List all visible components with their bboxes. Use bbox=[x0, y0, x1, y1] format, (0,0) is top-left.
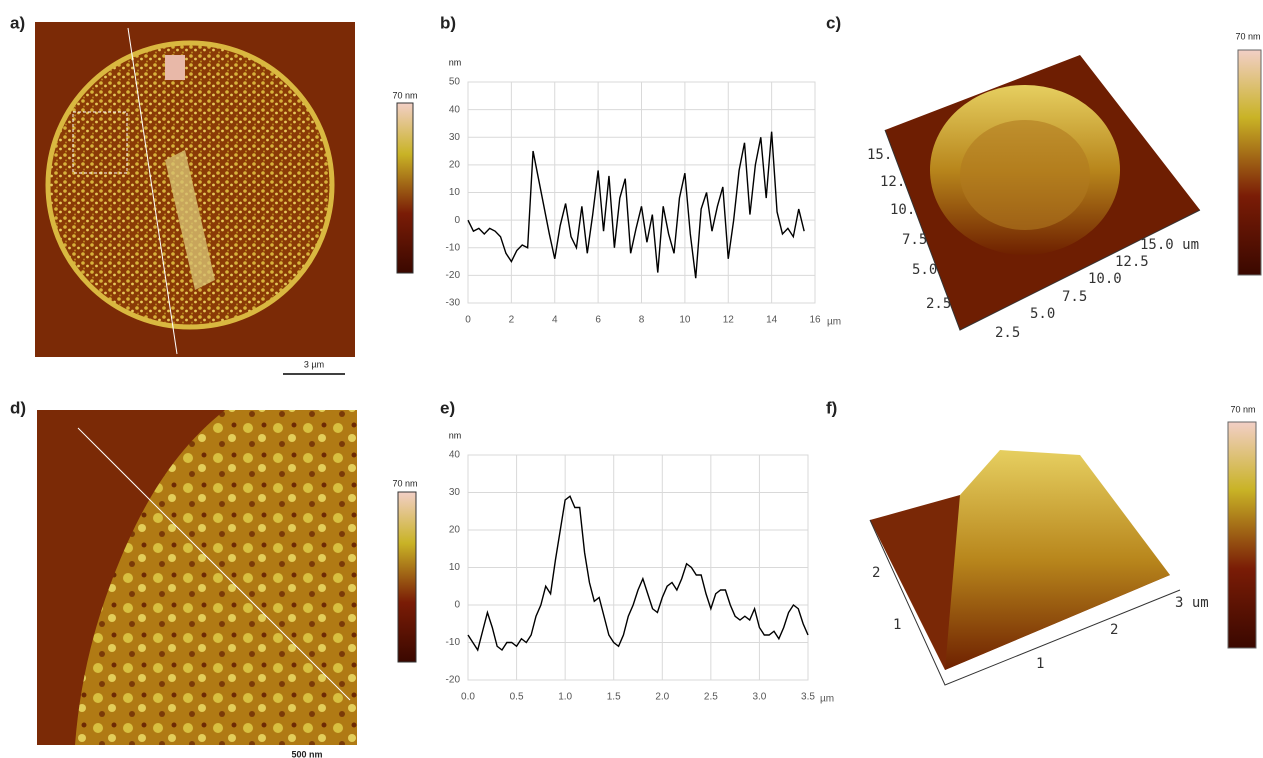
axis-3d-label: 12.5 bbox=[1115, 254, 1149, 270]
colorbar-label: 70 nm bbox=[392, 90, 417, 100]
surface-axes bbox=[884, 129, 1201, 331]
axis-3d-label: 3 um bbox=[1175, 595, 1209, 611]
axis-3d-label: 7.5 bbox=[902, 232, 927, 248]
profile-line bbox=[467, 131, 805, 279]
x-tick-label: 6 bbox=[595, 315, 601, 326]
x-tick-label: 16 bbox=[809, 315, 821, 326]
axis-3d-label: 5.0 bbox=[1030, 306, 1055, 322]
surface-inner bbox=[960, 120, 1090, 230]
x-tick-label: 0.0 bbox=[461, 692, 475, 703]
scale-bar-label: 500 nm bbox=[291, 749, 322, 758]
y-tick-label: 50 bbox=[449, 77, 461, 88]
x-tick-label: 12 bbox=[723, 315, 735, 326]
x-tick-label: 1.5 bbox=[607, 692, 621, 703]
x-tick-label: 2.5 bbox=[704, 692, 718, 703]
surface-axes bbox=[869, 519, 1181, 686]
axis-3d-label: 10.0 bbox=[1088, 271, 1122, 287]
y-tick-label: -20 bbox=[446, 675, 461, 686]
axis-3d-label: 7.5 bbox=[1062, 289, 1087, 305]
x-tick-label: 10 bbox=[679, 315, 691, 326]
axis-3d-label: 1 bbox=[1036, 656, 1044, 672]
x-tick-label: 2.0 bbox=[655, 692, 669, 703]
y-tick-label: -30 bbox=[446, 298, 461, 309]
axis-3d-label: 2.5 bbox=[995, 325, 1020, 341]
panel-label: e) bbox=[440, 398, 455, 417]
axis-3d-label: 2 bbox=[872, 565, 880, 581]
colorbar bbox=[396, 102, 414, 274]
afm-feature bbox=[165, 55, 185, 80]
plot-frame bbox=[467, 454, 809, 681]
x-tick-label: 8 bbox=[639, 315, 645, 326]
y-tick-label: 20 bbox=[449, 525, 461, 536]
y-tick-label: -10 bbox=[446, 637, 461, 648]
axis-3d-label: 2.5 bbox=[926, 296, 951, 312]
profile-line bbox=[467, 495, 809, 652]
axis-3d-label: 1 bbox=[893, 617, 901, 633]
colorbar bbox=[1237, 49, 1262, 276]
x-tick-label: 4 bbox=[552, 315, 558, 326]
x-tick-label: 3.5 bbox=[801, 692, 815, 703]
y-tick-label: 10 bbox=[449, 562, 461, 573]
y-tick-label: 30 bbox=[449, 487, 461, 498]
x-tick-label: 3.0 bbox=[752, 692, 766, 703]
panel-label: a) bbox=[10, 13, 25, 32]
axis-3d-c: 15.0 um 12.5 10.0 7.5 5.0 2.5 15. 12. 10… bbox=[867, 147, 1199, 341]
y-tick-label: 0 bbox=[454, 215, 460, 226]
plot-frame bbox=[467, 81, 816, 304]
colorbar-label: 70 nm bbox=[1235, 31, 1260, 41]
y-axis-label: nm bbox=[449, 57, 462, 67]
x-tick-label: 2 bbox=[509, 315, 515, 326]
x-axis-label: µm bbox=[820, 694, 834, 705]
y-tick-label: 30 bbox=[449, 132, 461, 143]
y-axis-label: nm bbox=[449, 430, 462, 440]
profile-line bbox=[127, 27, 178, 355]
colorbar bbox=[1227, 421, 1257, 649]
x-tick-label: 0 bbox=[465, 315, 471, 326]
y-tick-label: 0 bbox=[454, 600, 460, 611]
afm-rim bbox=[45, 40, 335, 330]
x-tick-label: 1.0 bbox=[558, 692, 572, 703]
colorbar bbox=[397, 491, 417, 663]
colorbar-label: 70 nm bbox=[392, 478, 417, 488]
panel-label: b) bbox=[440, 13, 456, 32]
afm-edge bbox=[75, 410, 357, 745]
scale-bar-label: 3 µm bbox=[304, 359, 324, 369]
y-tick-label: 20 bbox=[449, 160, 461, 171]
y-tick-label: -10 bbox=[446, 242, 461, 253]
axis-3d-label: 15.0 um bbox=[1140, 237, 1199, 253]
axis-3d-label: 12. bbox=[880, 174, 905, 190]
y-tick-label: 10 bbox=[449, 187, 461, 198]
axis-3d-label: 2 bbox=[1110, 622, 1118, 638]
x-tick-label: 0.5 bbox=[510, 692, 524, 703]
x-axis-label: µm bbox=[827, 317, 841, 328]
axis-3d-label: 5.0 bbox=[912, 262, 937, 278]
colorbar-label: 70 nm bbox=[1230, 404, 1255, 414]
surface-peaks bbox=[945, 450, 1170, 670]
y-tick-label: 40 bbox=[449, 104, 461, 115]
y-tick-label: -20 bbox=[446, 270, 461, 281]
profile-line bbox=[77, 427, 351, 701]
axis-3d-label: 10. bbox=[890, 202, 915, 218]
afm-feature bbox=[165, 150, 215, 290]
zoom-box bbox=[72, 111, 128, 174]
panel-label: f) bbox=[826, 398, 837, 417]
x-tick-label: 14 bbox=[766, 315, 778, 326]
y-tick-label: 40 bbox=[449, 450, 461, 461]
panel-label: d) bbox=[10, 398, 26, 417]
axis-3d-label: 15. bbox=[867, 147, 892, 163]
panel-label: c) bbox=[826, 13, 841, 32]
